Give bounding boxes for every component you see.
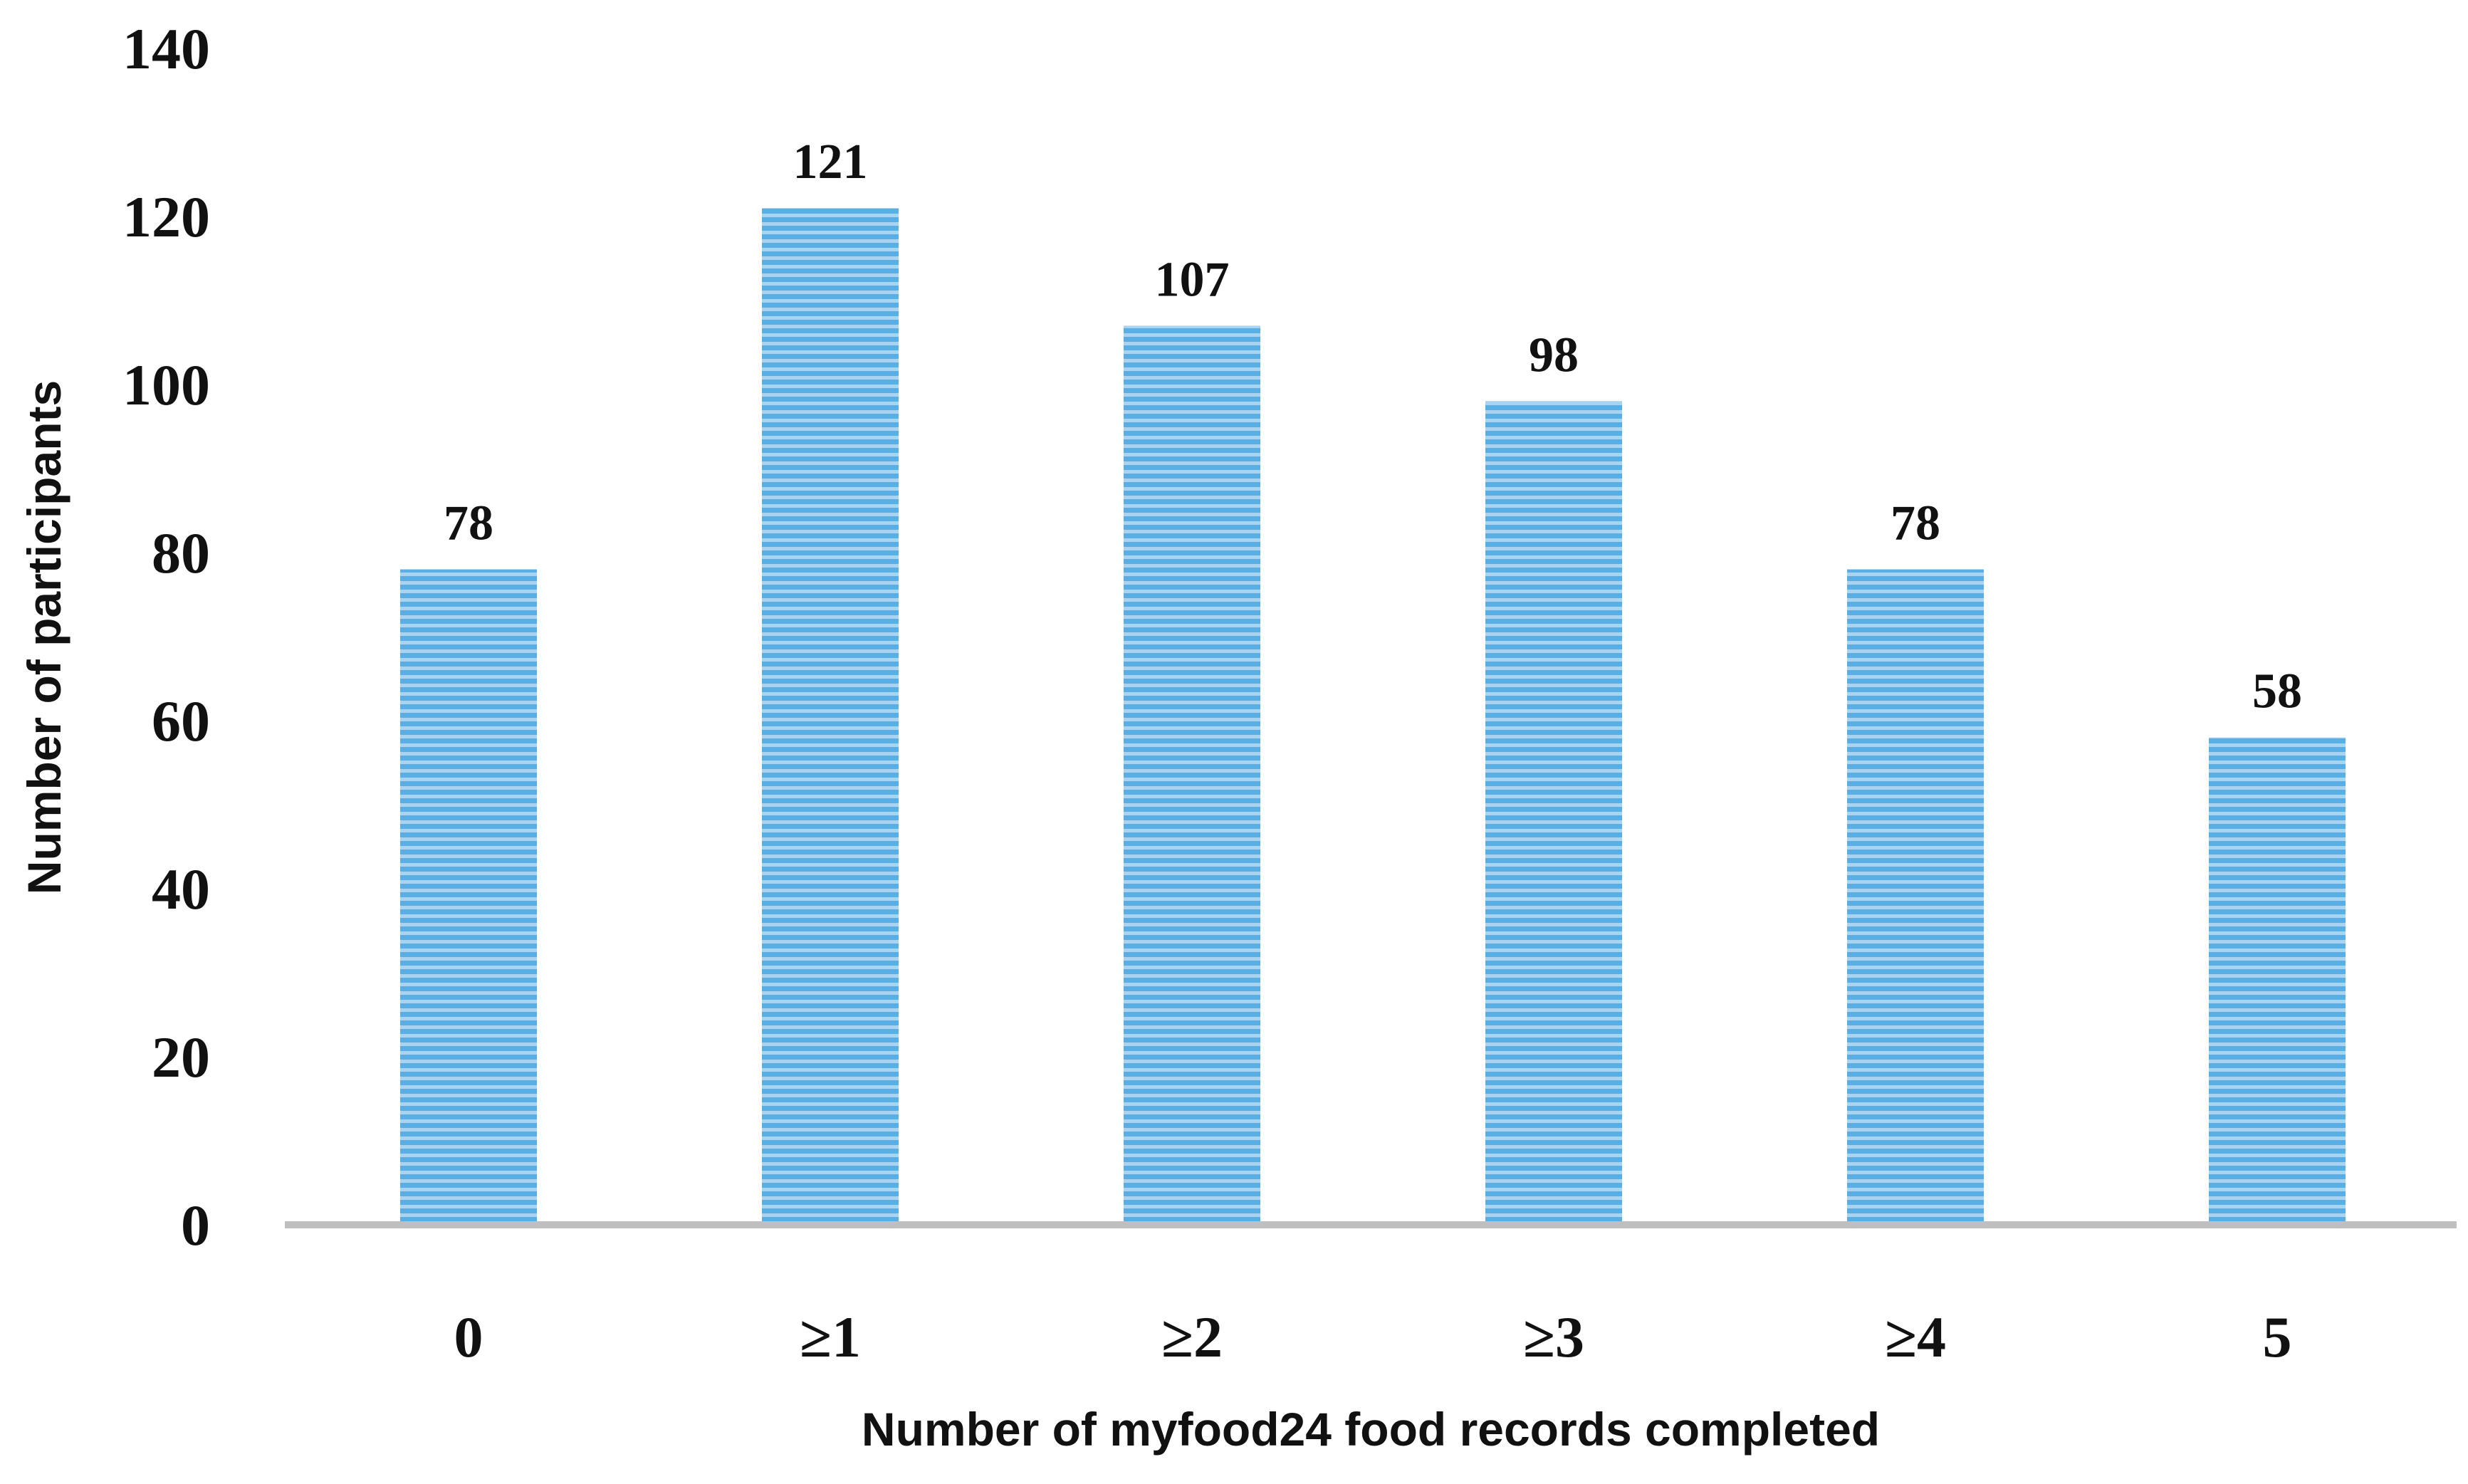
- bar: [1124, 325, 1260, 1225]
- bar: [2209, 737, 2346, 1225]
- bar: [762, 208, 899, 1226]
- bar: [1485, 401, 1622, 1225]
- y-tick-label: 140: [122, 16, 210, 81]
- y-tick-label: 80: [152, 521, 210, 585]
- bar-value-label: 78: [444, 496, 493, 551]
- y-tick-label: 120: [122, 184, 210, 249]
- x-tick-label: ≥1: [800, 1305, 861, 1369]
- data-labels-group: 78 121 107 98 78 58: [444, 135, 2302, 719]
- y-tick-label: 60: [152, 689, 210, 753]
- bar-value-label: 107: [1155, 252, 1230, 307]
- x-tick-label: ≥2: [1161, 1305, 1223, 1369]
- bar: [1847, 569, 1984, 1225]
- bar-value-label: 98: [1529, 328, 1579, 383]
- x-axis-title: Number of myfood24 food records complete…: [862, 1403, 1880, 1456]
- bar: [400, 569, 537, 1225]
- bar-value-label: 121: [793, 135, 868, 189]
- bar-value-label: 58: [2252, 664, 2302, 719]
- x-tick-label: 0: [454, 1305, 483, 1369]
- x-tick-label: ≥3: [1523, 1305, 1584, 1369]
- y-tick-label: 100: [122, 352, 210, 417]
- y-tick-label: 20: [152, 1025, 210, 1090]
- y-tick-label: 0: [181, 1193, 210, 1258]
- x-tick-label: ≥4: [1885, 1305, 1946, 1369]
- y-tick-label: 40: [152, 857, 210, 921]
- y-axis-title: Number of participants: [18, 380, 70, 894]
- x-tick-label: 5: [2263, 1305, 2292, 1369]
- x-axis-tick-labels: 0 ≥1 ≥2 ≥3 ≥4 5: [454, 1305, 2292, 1369]
- bars-group: [400, 208, 2346, 1226]
- y-axis-tick-labels: 0 20 40 60 80 100 120 140: [122, 16, 210, 1258]
- bar-value-label: 78: [1891, 496, 1940, 551]
